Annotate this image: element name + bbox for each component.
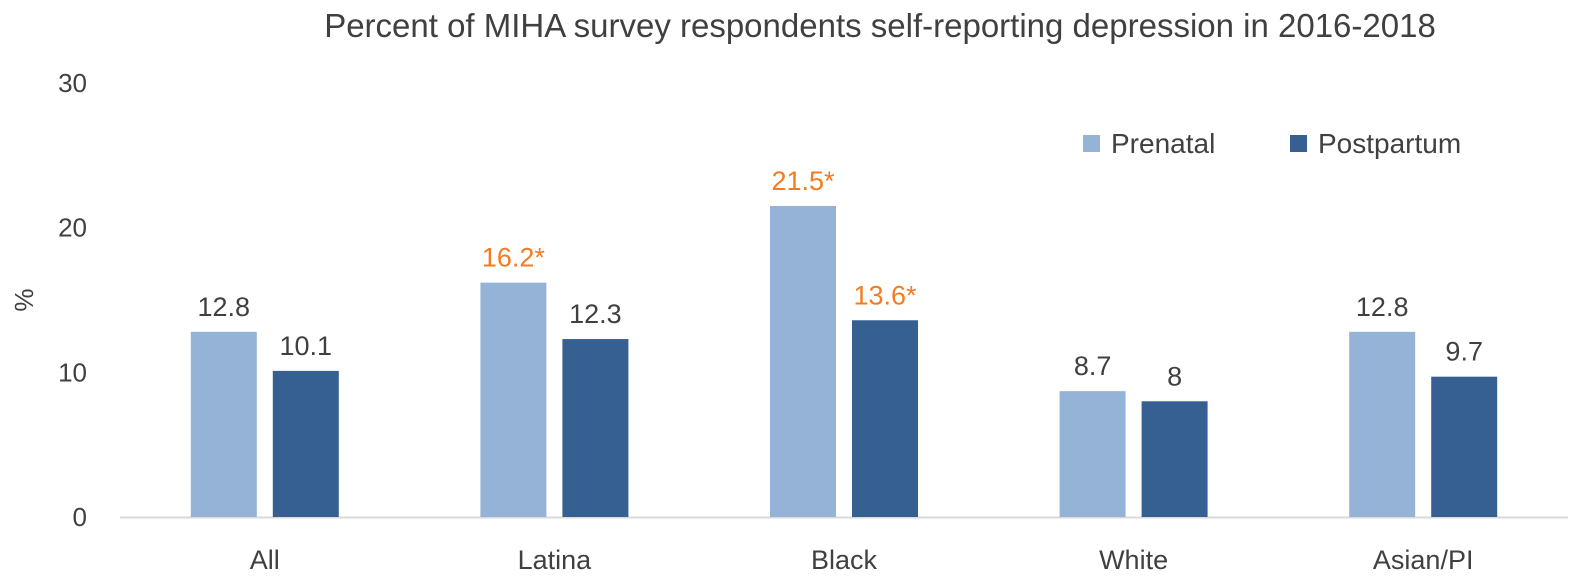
data-label: 21.5* bbox=[771, 166, 835, 196]
y-axis-label: % bbox=[9, 288, 39, 311]
data-label: 10.1 bbox=[280, 331, 333, 361]
legend-swatch-prenatal bbox=[1083, 135, 1100, 152]
bar-prenatal-asian-pi bbox=[1349, 331, 1416, 517]
y-tick-label: 10 bbox=[58, 357, 87, 387]
y-tick-label: 0 bbox=[73, 502, 87, 532]
data-labels-group: 12.8 10.1 16.2* 12.3 21.5* 13.6* 8.7 8 12.8 9.7 bbox=[198, 166, 1483, 391]
chart-title: Percent of MIHA survey respondents self-… bbox=[324, 7, 1436, 44]
category-label: Latina bbox=[518, 545, 593, 575]
legend-label-postpartum: Postpartum bbox=[1318, 128, 1461, 159]
bar-postpartum-asian-pi bbox=[1431, 376, 1498, 517]
y-tick-label: 30 bbox=[58, 68, 87, 98]
data-label: 9.7 bbox=[1445, 337, 1483, 367]
bar-postpartum-latina bbox=[562, 339, 629, 517]
bar-postpartum-all bbox=[272, 370, 339, 517]
data-label: 16.2* bbox=[482, 243, 546, 273]
data-label: 8.7 bbox=[1074, 351, 1112, 381]
category-label: White bbox=[1099, 545, 1168, 575]
category-label: Black bbox=[811, 545, 878, 575]
category-label: Asian/PI bbox=[1373, 545, 1474, 575]
category-labels-group: All Latina Black White Asian/PI bbox=[250, 545, 1474, 575]
data-label: 8 bbox=[1167, 361, 1182, 391]
y-tick-label: 20 bbox=[58, 213, 87, 243]
data-label: 12.8 bbox=[1356, 292, 1409, 322]
legend-swatch-postpartum bbox=[1290, 135, 1307, 152]
bar-prenatal-latina bbox=[480, 282, 547, 517]
data-label: 12.3 bbox=[569, 299, 622, 329]
bars-group bbox=[190, 205, 1498, 517]
bar-postpartum-black bbox=[852, 320, 918, 517]
data-label: 13.6* bbox=[853, 280, 917, 310]
bar-prenatal-black bbox=[770, 205, 836, 517]
y-axis-ticks: 0 10 20 30 bbox=[58, 68, 87, 532]
bar-prenatal-white bbox=[1059, 391, 1126, 517]
legend-label-prenatal: Prenatal bbox=[1111, 128, 1215, 159]
bar-postpartum-white bbox=[1141, 401, 1208, 517]
bar-prenatal-all bbox=[190, 331, 257, 517]
data-label: 12.8 bbox=[198, 292, 251, 322]
legend: Prenatal Postpartum bbox=[1083, 128, 1461, 159]
category-label: All bbox=[250, 545, 280, 575]
